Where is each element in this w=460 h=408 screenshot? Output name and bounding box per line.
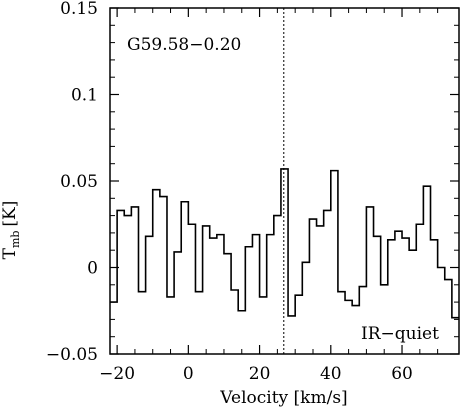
x-tick-label: 60: [391, 364, 413, 384]
spectrum-line: [110, 168, 459, 319]
y-tick-label: 0.1: [71, 86, 98, 106]
axis-ticks: −20 0 20 40 60 −0.05 0 0.05 0.1 0.15: [46, 0, 459, 384]
y-axis-label: Tmb [K]: [0, 201, 22, 260]
x-tick-label: −20: [99, 364, 135, 384]
class-label: IR−quiet: [361, 324, 439, 344]
y-tick-label: 0.05: [60, 172, 98, 192]
y-tick-label: 0: [87, 259, 98, 279]
x-tick-label: 0: [183, 364, 194, 384]
svg-text:Tmb[K]: Tmb [K]: [0, 201, 22, 260]
y-tick-label: 0.15: [60, 0, 98, 19]
spectrum-series: [110, 168, 459, 319]
x-axis-label: Velocity [km/s]: [219, 388, 347, 408]
y-axis-label-unit: [K]: [0, 201, 20, 227]
plot-frame: [109, 7, 460, 355]
y-tick-label: −0.05: [46, 345, 98, 365]
y-axis-label-sub: mb: [9, 231, 22, 248]
x-tick-label: 40: [320, 364, 342, 384]
y-axis-label-main: T: [0, 247, 20, 259]
x-tick-label: 20: [249, 364, 271, 384]
source-label: G59.58−0.20: [127, 35, 241, 55]
